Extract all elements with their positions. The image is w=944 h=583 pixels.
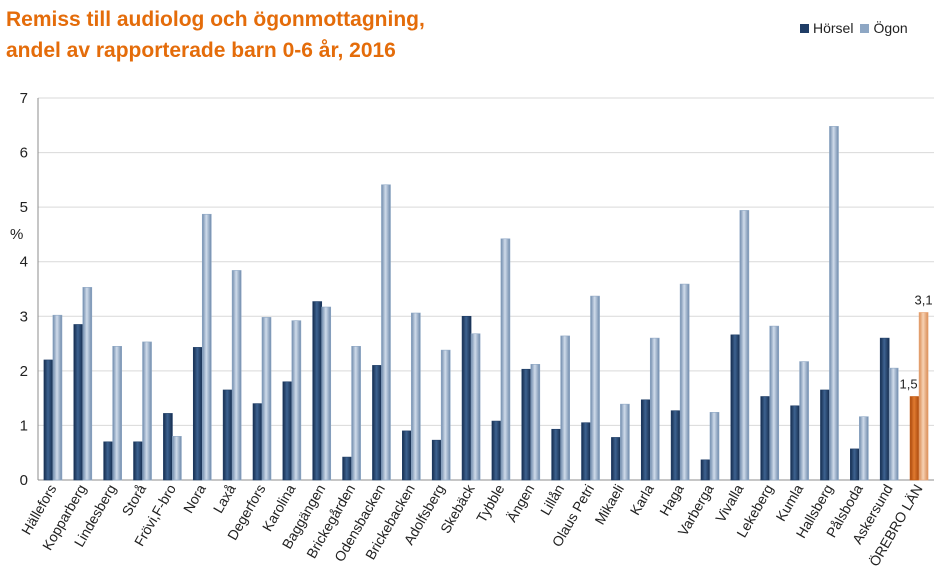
x-tick-label-laxa: Laxå	[210, 481, 239, 515]
x-tick-label-lillan: Lillån	[537, 482, 567, 518]
legend-item-ogon: Ögon	[860, 20, 908, 36]
chart-title-line-2: andel av rapporterade barn 0-6 år, 2016	[6, 39, 396, 62]
bar-ogon-brickebacken	[411, 312, 421, 481]
legend-label-horsel: Hörsel	[813, 20, 854, 36]
bar-ogon-laxa	[231, 270, 242, 481]
bar-horsel-hallefors	[43, 359, 54, 481]
bar-ogon-karla	[649, 337, 660, 481]
bar-horsel-lillan	[551, 428, 561, 481]
bar-ogon-lindesberg	[112, 345, 122, 481]
bar-ogon-varberga	[709, 412, 720, 481]
bar-horsel-varberga	[700, 459, 711, 481]
bar-ogon-mikaeli	[620, 403, 630, 481]
bar-ogon-brickegarden	[351, 345, 361, 481]
bar-ogon-nora	[201, 213, 212, 481]
chart-title: Remiss till audiolog och ögonmottagning,…	[6, 4, 425, 66]
bar-horsel-orebro-lan	[909, 396, 920, 481]
x-tick-label-nora: Nora	[180, 481, 209, 515]
legend-label-ogon: Ögon	[873, 20, 908, 36]
x-tick-label-stora: Storå	[119, 481, 150, 518]
bar-ogon-karolina	[291, 320, 302, 481]
bar-ogon-hallefors	[52, 314, 63, 481]
bar-horsel-lindesberg	[103, 441, 113, 481]
x-tick-label-tybble: Tybble	[473, 481, 508, 525]
bar-ogon-angen	[530, 364, 541, 481]
bar-ogon-baggangen	[321, 306, 332, 481]
bar-ogon-degerfors	[261, 317, 272, 481]
bar-ogon-skeback	[470, 333, 481, 481]
bar-horsel-tybble	[491, 420, 502, 481]
bar-horsel-nora	[192, 347, 203, 481]
bar-ogon-olaus-petri	[590, 295, 600, 481]
bar-ogon-kopparberg	[82, 287, 93, 481]
bar-horsel-karolina	[282, 381, 293, 481]
legend-item-horsel: Hörsel	[800, 20, 853, 36]
y-tick-label-1: 1	[20, 417, 28, 434]
bar-ogon-adolfsberg	[440, 349, 451, 481]
y-tick-label-0: 0	[20, 472, 28, 489]
bar-ogon-kumla	[799, 361, 809, 481]
bar-horsel-askersund	[879, 337, 890, 481]
bar-ogon-orebro-lan	[918, 312, 929, 481]
bar-horsel-vivalla	[730, 334, 741, 481]
x-tick-label-mikaeli: Mikaeli	[591, 482, 627, 528]
chart-legend: Hörsel Ögon	[800, 20, 915, 36]
data-label-ogon-orebro-lan: 3,1	[915, 292, 933, 307]
bar-horsel-frovi-f-bro	[163, 413, 173, 481]
bar-horsel-skeback	[461, 315, 472, 481]
y-tick-label-5: 5	[20, 199, 28, 216]
bar-horsel-kumla	[790, 405, 800, 481]
bar-horsel-degerfors	[252, 403, 263, 481]
bar-ogon-hallsberg	[829, 126, 839, 481]
bar-horsel-haga	[670, 410, 681, 481]
bar-horsel-hallsberg	[820, 389, 830, 481]
y-tick-label-2: 2	[20, 363, 28, 380]
bar-horsel-stora	[133, 441, 143, 481]
bar-ogon-vivalla	[739, 210, 750, 481]
y-tick-label-4: 4	[20, 254, 28, 271]
x-tick-label-haga: Haga	[656, 481, 687, 518]
bar-ogon-tybble	[500, 238, 511, 481]
data-label-horsel-orebro-lan: 1,5	[900, 377, 918, 392]
bar-ogon-haga	[679, 283, 690, 481]
bar-ogon-frovi-f-bro	[172, 436, 182, 481]
bar-horsel-angen	[521, 368, 532, 481]
legend-swatch-ogon	[860, 23, 870, 33]
y-tick-label-3: 3	[20, 308, 28, 325]
y-tick-label-6: 6	[20, 145, 28, 162]
bar-ogon-lekeberg	[769, 325, 780, 481]
x-tick-label-angen: Ängen	[503, 482, 537, 525]
bar-horsel-adolfsberg	[431, 439, 442, 481]
legend-swatch-horsel	[800, 23, 809, 33]
x-tick-label-karla: Karla	[627, 481, 657, 517]
bar-ogon-askersund	[888, 367, 899, 481]
bar-horsel-odensbacken	[372, 365, 382, 481]
bar-ogon-lillan	[560, 335, 570, 481]
bar-horsel-olaus-petri	[581, 422, 591, 481]
bar-horsel-baggangen	[312, 301, 323, 481]
bar-ogon-odensbacken	[381, 184, 391, 481]
bar-horsel-brickegarden	[342, 456, 352, 481]
bar-horsel-brickebacken	[402, 430, 412, 481]
bar-horsel-karla	[640, 399, 651, 481]
bar-horsel-lekeberg	[760, 396, 771, 481]
bar-horsel-mikaeli	[611, 437, 621, 481]
bar-ogon-palsboda	[859, 416, 869, 481]
bar-horsel-palsboda	[850, 448, 860, 481]
bar-ogon-stora	[142, 341, 152, 481]
bar-horsel-laxa	[222, 389, 233, 481]
bar-horsel-kopparberg	[73, 324, 84, 481]
y-axis-label: %	[10, 226, 24, 243]
y-tick-label-7: 7	[20, 90, 28, 107]
chart-title-line-1: Remiss till audiolog och ögonmottagning,	[6, 8, 425, 31]
